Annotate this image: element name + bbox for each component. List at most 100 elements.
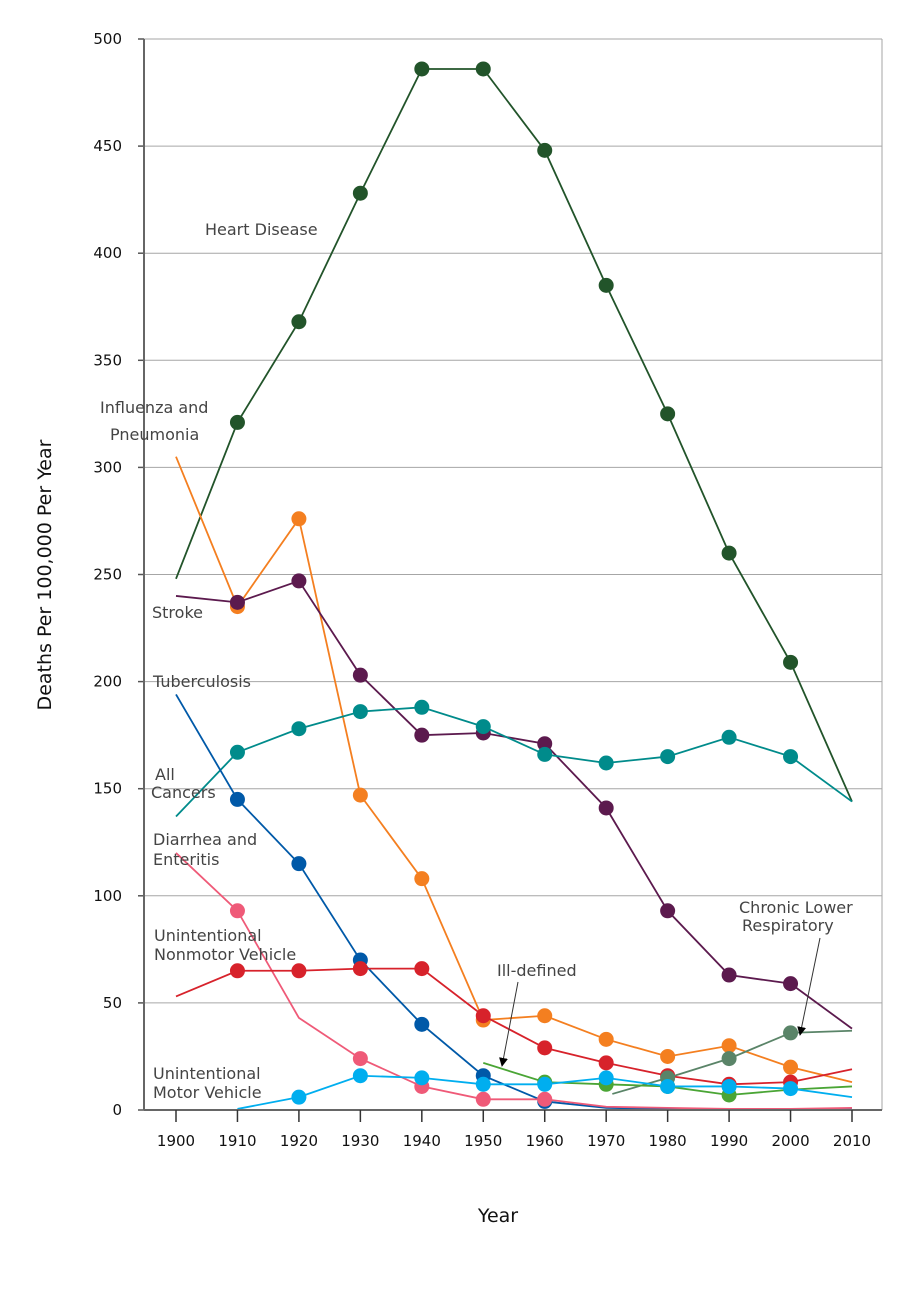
- y-tick-label: 100: [93, 887, 122, 905]
- label-chronic-2: Respiratory: [742, 916, 834, 935]
- data-point-unintentional-nonmotor-vehicle: [352, 961, 368, 977]
- data-point-unintentional-motor-vehicle: [537, 1076, 553, 1092]
- data-point-influenza-and-pneumonia: [598, 1031, 614, 1047]
- data-point-tuberculosis: [291, 856, 307, 872]
- data-point-unintentional-motor-vehicle: [598, 1070, 614, 1086]
- label-influenza-1: Influenza and: [100, 398, 208, 417]
- data-point-stroke: [721, 967, 737, 983]
- data-point-stroke: [783, 976, 799, 992]
- x-tick-label: 1960: [526, 1132, 564, 1150]
- label-stroke: Stroke: [152, 603, 203, 622]
- data-point-all-cancers: [291, 721, 307, 737]
- data-point-chronic-lower-respiratory: [721, 1051, 737, 1067]
- series-line-influenza-and-pneumonia: [175, 456, 853, 1084]
- data-point-heart-disease: [721, 545, 737, 561]
- data-point-heart-disease: [291, 314, 307, 330]
- label-chronic-1: Chronic Lower: [739, 898, 853, 917]
- label-diarrhea-1: Diarrhea and: [153, 830, 257, 849]
- ill-defined-arrow: [499, 981, 519, 1067]
- x-tick-label: 1990: [710, 1132, 748, 1150]
- data-point-unintentional-nonmotor-vehicle: [537, 1040, 553, 1056]
- label-diarrhea-2: Enteritis: [153, 850, 219, 869]
- label-cancers-1: All: [155, 765, 175, 784]
- data-point-unintentional-nonmotor-vehicle: [475, 1008, 491, 1024]
- x-tick-label: 1970: [587, 1132, 625, 1150]
- data-point-stroke: [598, 800, 614, 816]
- label-cancers-2: Cancers: [151, 783, 216, 802]
- x-tick-label: 1930: [341, 1132, 379, 1150]
- x-tick-label: 1910: [218, 1132, 256, 1150]
- data-point-unintentional-motor-vehicle: [660, 1078, 676, 1094]
- y-tick-label: 450: [93, 137, 122, 155]
- label-nonmotor-1: Unintentional: [154, 926, 262, 945]
- label-influenza-2: Pneumonia: [110, 425, 199, 444]
- data-point-unintentional-motor-vehicle: [721, 1078, 737, 1094]
- series-line-stroke: [175, 579, 853, 1030]
- y-tick-label: 250: [93, 566, 122, 584]
- y-tick-label: 50: [103, 994, 122, 1012]
- x-tick-label: 1950: [464, 1132, 502, 1150]
- data-point-stroke: [291, 573, 307, 589]
- data-point-influenza-and-pneumonia: [291, 511, 307, 527]
- data-point-diarrhea-and-enteritis: [537, 1091, 553, 1107]
- data-point-stroke: [414, 727, 430, 743]
- data-point-unintentional-nonmotor-vehicle: [291, 963, 307, 979]
- series-diarrhea-and-enteritis: [175, 852, 853, 1110]
- series-unintentional-motor-vehicle: [237, 1068, 853, 1110]
- label-nonmotor-2: Nonmotor Vehicle: [154, 945, 296, 964]
- data-point-unintentional-motor-vehicle: [291, 1089, 307, 1105]
- label-motor-2: Motor Vehicle: [153, 1083, 262, 1102]
- data-point-diarrhea-and-enteritis: [352, 1051, 368, 1067]
- x-tick-label: 1940: [403, 1132, 441, 1150]
- x-tick-label: 1900: [157, 1132, 195, 1150]
- series-line-heart-disease: [175, 68, 853, 802]
- data-point-stroke: [660, 903, 676, 919]
- data-point-heart-disease: [352, 185, 368, 201]
- data-point-chronic-lower-respiratory: [783, 1025, 799, 1041]
- data-point-all-cancers: [475, 719, 491, 735]
- data-point-heart-disease: [660, 406, 676, 422]
- data-point-stroke: [537, 736, 553, 752]
- x-tick-label: 2000: [771, 1132, 809, 1150]
- x-axis-label: Year: [477, 1205, 518, 1227]
- data-point-unintentional-motor-vehicle: [475, 1076, 491, 1092]
- data-point-influenza-and-pneumonia: [537, 1008, 553, 1024]
- data-point-heart-disease: [537, 142, 553, 158]
- data-point-all-cancers: [721, 729, 737, 745]
- y-tick-label: 350: [93, 351, 122, 369]
- label-tuberculosis: Tuberculosis: [152, 672, 251, 691]
- data-point-unintentional-motor-vehicle: [783, 1081, 799, 1097]
- y-tick-label: 0: [112, 1101, 122, 1119]
- data-point-unintentional-nonmotor-vehicle: [598, 1055, 614, 1071]
- y-tick-label: 400: [93, 244, 122, 262]
- data-point-all-cancers: [352, 704, 368, 720]
- label-motor-1: Unintentional: [153, 1064, 261, 1083]
- data-point-influenza-and-pneumonia: [721, 1038, 737, 1054]
- data-point-all-cancers: [229, 744, 245, 760]
- y-tick-label: 500: [93, 30, 122, 48]
- y-tick-label: 200: [93, 673, 122, 691]
- data-point-heart-disease: [783, 654, 799, 670]
- data-point-unintentional-nonmotor-vehicle: [229, 963, 245, 979]
- data-point-unintentional-motor-vehicle: [352, 1068, 368, 1084]
- data-point-diarrhea-and-enteritis: [229, 903, 245, 919]
- series-line-all-cancers: [175, 706, 853, 818]
- series-line-unintentional-nonmotor-vehicle: [175, 967, 853, 1086]
- data-point-heart-disease: [229, 414, 245, 430]
- series-line-diarrhea-and-enteritis: [175, 852, 853, 1110]
- data-point-tuberculosis: [414, 1016, 430, 1032]
- data-point-diarrhea-and-enteritis: [475, 1091, 491, 1107]
- y-axis-label: Deaths Per 100,000 Per Year: [34, 439, 56, 710]
- data-point-influenza-and-pneumonia: [414, 871, 430, 887]
- y-tick-label: 300: [93, 458, 122, 476]
- data-point-all-cancers: [414, 699, 430, 715]
- data-point-influenza-and-pneumonia: [352, 787, 368, 803]
- label-ill-defined: Ill-defined: [497, 961, 577, 980]
- x-tick-label: 2010: [833, 1132, 871, 1150]
- data-point-all-cancers: [660, 749, 676, 765]
- data-point-all-cancers: [598, 755, 614, 771]
- data-point-all-cancers: [783, 749, 799, 765]
- data-point-unintentional-motor-vehicle: [414, 1070, 430, 1086]
- data-point-heart-disease: [598, 277, 614, 293]
- data-point-tuberculosis: [229, 791, 245, 807]
